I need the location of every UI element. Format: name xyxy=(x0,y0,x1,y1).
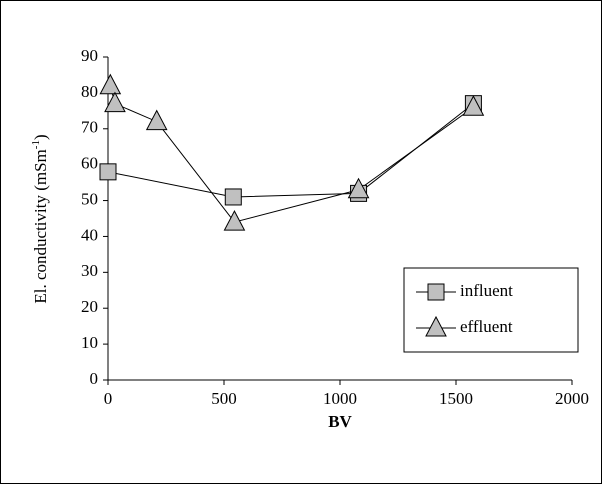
marker-triangle xyxy=(145,109,168,131)
marker-triangle xyxy=(347,177,370,199)
y-tick-label: 30 xyxy=(81,261,98,280)
y-tick-label: 40 xyxy=(81,225,98,244)
y-tick-label: 90 xyxy=(81,46,98,65)
marker-square xyxy=(99,163,117,181)
x-tick-label: 1000 xyxy=(323,389,357,408)
legend-label: influent xyxy=(460,281,513,300)
marker-triangle xyxy=(462,95,485,116)
y-tick-label: 20 xyxy=(81,297,98,316)
x-tick-label: 500 xyxy=(211,389,237,408)
y-tick-label: 80 xyxy=(81,82,98,101)
y-axis-label: El. conductivity (mSm-1) xyxy=(30,134,50,303)
legend-marker xyxy=(427,283,445,301)
legend-box xyxy=(403,267,579,353)
x-axis-label: BV xyxy=(328,412,352,431)
y-label-base: El. conductivity (mSm xyxy=(31,149,50,303)
legend-label: effluent xyxy=(460,317,513,336)
y-label-sup: -1 xyxy=(30,140,42,149)
legend-marker xyxy=(425,315,447,337)
marker-square xyxy=(224,188,242,206)
y-tick-label: 50 xyxy=(81,189,98,208)
x-tick-label: 1500 xyxy=(439,389,473,408)
x-tick-label: 0 xyxy=(104,389,113,408)
y-tick-label: 60 xyxy=(81,154,98,173)
y-label-close: ) xyxy=(31,134,50,140)
x-tick-label: 2000 xyxy=(555,389,589,408)
marker-triangle xyxy=(99,73,122,95)
marker-triangle xyxy=(104,91,126,113)
y-tick-label: 0 xyxy=(90,369,99,388)
y-tick-label: 10 xyxy=(81,333,98,352)
y-tick-label: 70 xyxy=(81,118,98,137)
marker-triangle xyxy=(223,210,246,231)
